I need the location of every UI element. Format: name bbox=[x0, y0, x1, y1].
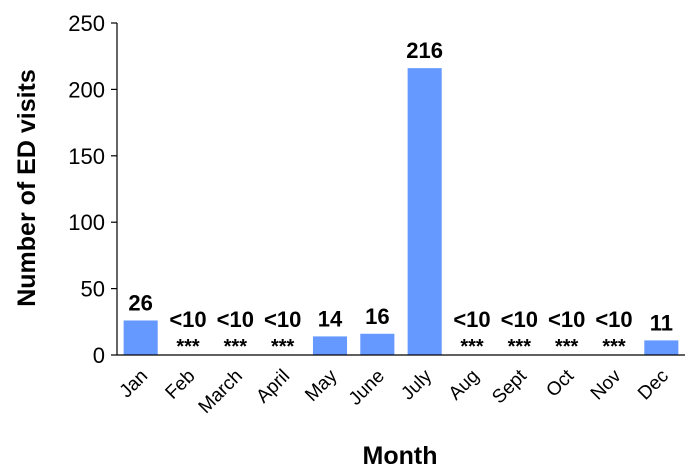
suppressed-mark-march: *** bbox=[224, 336, 248, 358]
y-tick-label: 0 bbox=[93, 343, 105, 368]
data-label-feb: <10 bbox=[169, 307, 206, 332]
suppressed-mark-feb: *** bbox=[176, 336, 200, 358]
suppressed-mark-april: *** bbox=[271, 336, 295, 358]
x-tick-label-april: April bbox=[252, 366, 294, 408]
data-labels: 26 <10 *** <10 *** <10 *** 14 16 216 <10 *** <10 *** <… bbox=[128, 38, 673, 358]
x-tick-label-aug: Aug bbox=[445, 366, 484, 405]
suppressed-mark-aug: *** bbox=[460, 336, 484, 358]
data-label-dec: 11 bbox=[650, 310, 673, 335]
x-tick-label-oct: Oct bbox=[542, 365, 578, 401]
bar-june bbox=[360, 333, 395, 355]
data-label-oct: <10 bbox=[548, 307, 585, 332]
x-tick-label-june: June bbox=[345, 366, 389, 410]
data-label-may: 14 bbox=[318, 306, 343, 331]
bar-july bbox=[407, 68, 442, 355]
x-axis-title: Month bbox=[363, 442, 438, 470]
data-label-march: <10 bbox=[217, 307, 254, 332]
data-label-aug: <10 bbox=[453, 307, 490, 332]
suppressed-mark-sept: *** bbox=[508, 336, 532, 358]
y-tick-label: 100 bbox=[68, 210, 105, 235]
x-tick-label-dec: Dec bbox=[634, 366, 673, 405]
x-tick-label-jan: Jan bbox=[116, 366, 153, 403]
x-tick-label-nov: Nov bbox=[587, 365, 626, 404]
bar-jan bbox=[123, 320, 158, 355]
data-label-jan: 26 bbox=[128, 290, 152, 315]
y-tick-label: 250 bbox=[68, 11, 105, 36]
data-label-july: 216 bbox=[406, 38, 443, 63]
x-tick-label-may: May bbox=[301, 365, 342, 406]
bar-dec bbox=[644, 340, 679, 355]
x-tick-label-sept: Sept bbox=[488, 365, 531, 408]
bar-may bbox=[312, 336, 348, 355]
y-tick-label: 200 bbox=[68, 77, 105, 102]
y-tick-label: 50 bbox=[81, 277, 105, 302]
bars bbox=[123, 68, 679, 355]
y-axis-ticks: 0 50 100 150 200 250 bbox=[68, 11, 117, 368]
data-label-nov: <10 bbox=[595, 307, 632, 332]
data-label-sept: <10 bbox=[501, 307, 538, 332]
suppressed-mark-oct: *** bbox=[555, 336, 579, 358]
data-label-april: <10 bbox=[264, 307, 301, 332]
y-tick-label: 150 bbox=[68, 144, 105, 169]
x-tick-label-feb: Feb bbox=[162, 366, 200, 404]
data-label-june: 16 bbox=[365, 304, 389, 329]
x-tick-label-march: March bbox=[195, 366, 247, 418]
suppressed-mark-nov: *** bbox=[602, 336, 626, 358]
y-axis-title: Number of ED visits bbox=[13, 69, 41, 307]
x-tick-label-july: July bbox=[397, 365, 436, 404]
